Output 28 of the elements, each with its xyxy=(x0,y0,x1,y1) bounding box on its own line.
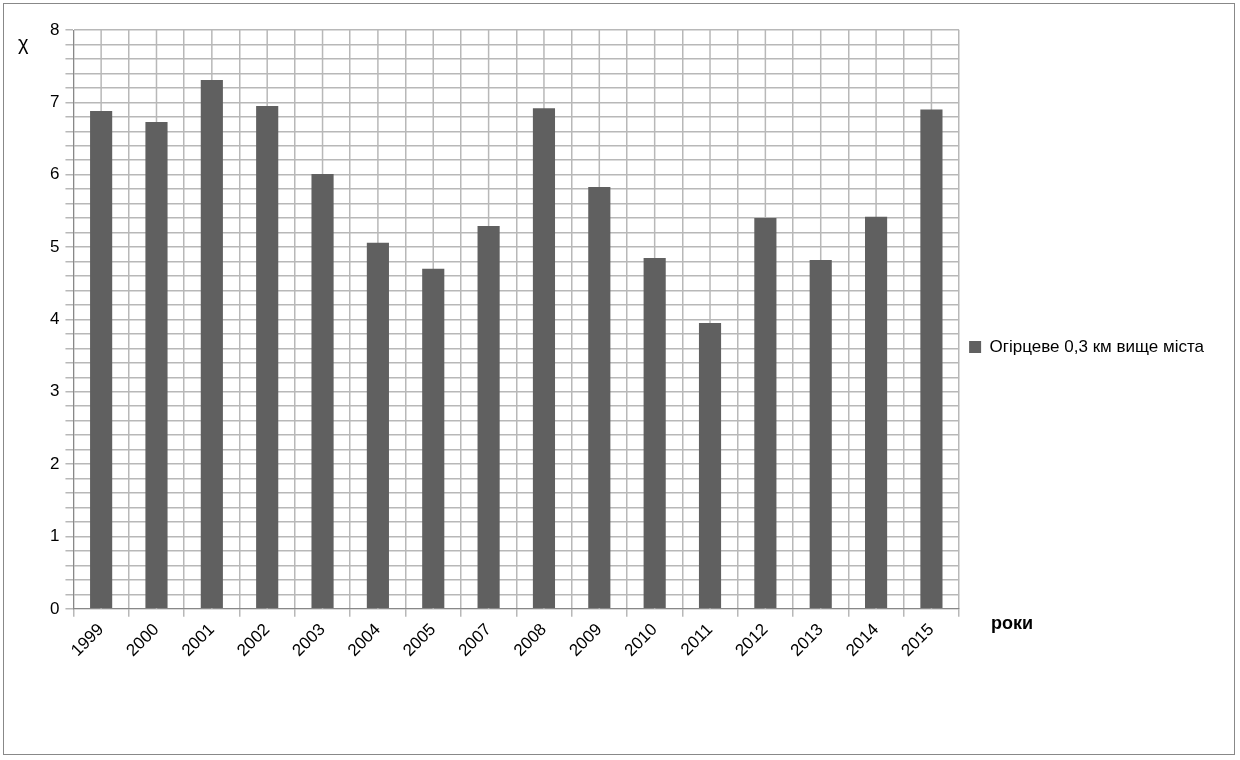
bar xyxy=(754,218,777,609)
y-tick-label: 1 xyxy=(49,526,60,546)
y-tick-label: 6 xyxy=(49,164,60,184)
bar xyxy=(643,257,666,609)
bar xyxy=(90,111,113,609)
y-tick-label: 8 xyxy=(49,19,60,39)
bar xyxy=(256,105,279,609)
legend-label: Огірцеве 0,3 км вище міста xyxy=(989,336,1205,356)
bar xyxy=(477,226,500,609)
bar xyxy=(588,187,611,609)
y-axis-title: χ xyxy=(17,31,29,54)
bar xyxy=(809,260,832,609)
bar xyxy=(200,79,223,609)
y-tick-label: 2 xyxy=(49,453,60,473)
bar xyxy=(865,216,888,609)
y-tick-label: 5 xyxy=(49,236,60,256)
y-tick-label: 0 xyxy=(49,598,60,618)
bar xyxy=(920,109,943,609)
bar xyxy=(532,108,556,609)
x-axis-title: роки xyxy=(991,612,1034,633)
bar xyxy=(366,242,389,609)
bar xyxy=(422,268,445,609)
bar xyxy=(698,323,722,609)
bar xyxy=(311,173,334,609)
y-tick-label: 3 xyxy=(49,381,60,401)
y-tick-label: 4 xyxy=(49,309,60,329)
bar xyxy=(145,121,168,609)
y-tick-label: 7 xyxy=(49,92,60,112)
